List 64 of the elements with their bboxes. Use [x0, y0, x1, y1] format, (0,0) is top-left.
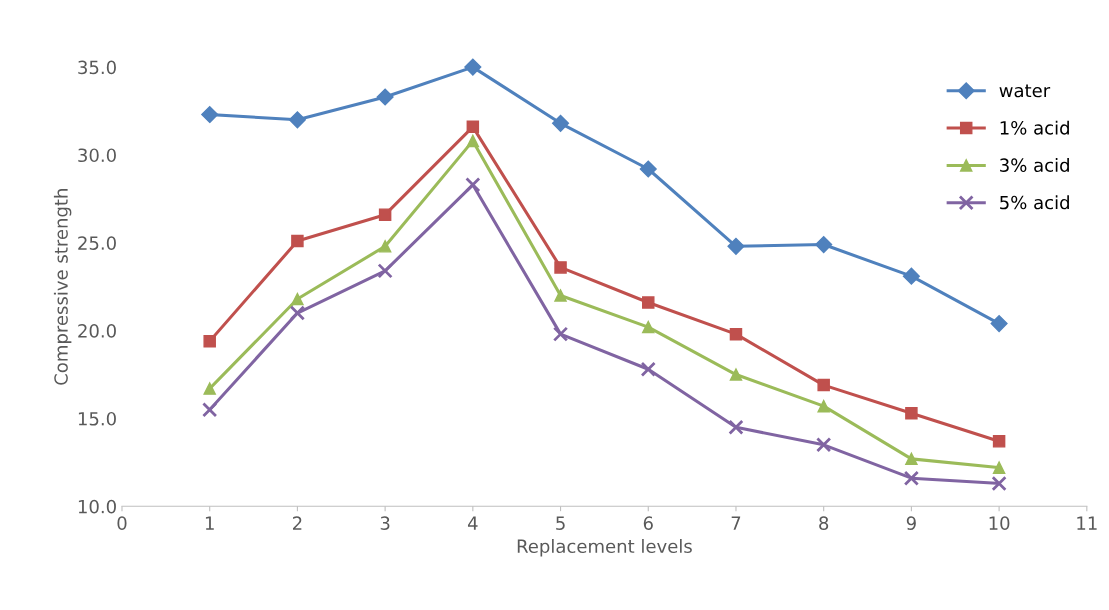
point [203, 382, 216, 395]
x-tick-label: 10 [989, 516, 1010, 530]
point [816, 437, 832, 453]
point [642, 296, 655, 309]
point [640, 361, 656, 377]
y-tick-label: 20.0 [78, 324, 116, 338]
point [729, 368, 743, 381]
point [464, 58, 482, 76]
x-tick-label: 8 [819, 516, 829, 530]
point [992, 435, 1006, 448]
point [289, 305, 306, 321]
point [903, 470, 920, 486]
point [902, 267, 920, 285]
point [992, 461, 1006, 474]
x-tick-label: 4 [467, 516, 478, 530]
x-tick-label: 5 [556, 516, 565, 530]
legend-label: 5% acid [1000, 195, 1069, 210]
point [377, 263, 393, 279]
x-tick-label: 0 [117, 516, 127, 530]
point [291, 292, 304, 306]
point [378, 240, 392, 253]
point [727, 237, 745, 255]
point [202, 402, 218, 418]
point [552, 326, 569, 342]
point [554, 261, 567, 274]
x-axis-title: Replacement levels [517, 539, 692, 557]
point [817, 399, 830, 413]
point [817, 378, 830, 392]
point [905, 406, 918, 420]
x-tick-label: 1 [205, 516, 214, 530]
point [990, 315, 1008, 333]
point [288, 111, 306, 129]
point [203, 334, 216, 348]
point [729, 327, 743, 341]
x-tick-label: 3 [380, 516, 390, 530]
point [291, 234, 304, 248]
x-tick-label: 6 [643, 516, 653, 530]
point [201, 105, 219, 124]
y-tick-label: 15.0 [78, 411, 116, 426]
point [376, 88, 394, 106]
point [466, 120, 480, 134]
point [728, 419, 744, 435]
y-tick-label: 25.0 [78, 236, 116, 250]
point [551, 114, 570, 132]
y-tick-label: 10.0 [78, 499, 116, 514]
x-tick-label: 7 [731, 516, 741, 530]
x-tick-label: 2 [292, 516, 302, 530]
y-tick-label: 30.0 [78, 148, 116, 163]
point [991, 475, 1007, 492]
point [465, 177, 481, 193]
x-tick-label: 9 [906, 516, 916, 530]
legend-label: 3% acid [1000, 158, 1069, 172]
point [905, 452, 918, 466]
x-tick-label: 11 [1077, 516, 1097, 530]
y-tick-label: 35.0 [78, 60, 116, 75]
point [639, 160, 657, 178]
y-axis-title: Compressive strength [53, 189, 72, 385]
point [554, 289, 567, 302]
legend-label: 1% acid [1000, 120, 1069, 135]
point [466, 134, 480, 148]
point [815, 235, 833, 254]
point [642, 320, 655, 334]
legend-label: water [999, 84, 1051, 98]
point [378, 208, 392, 221]
